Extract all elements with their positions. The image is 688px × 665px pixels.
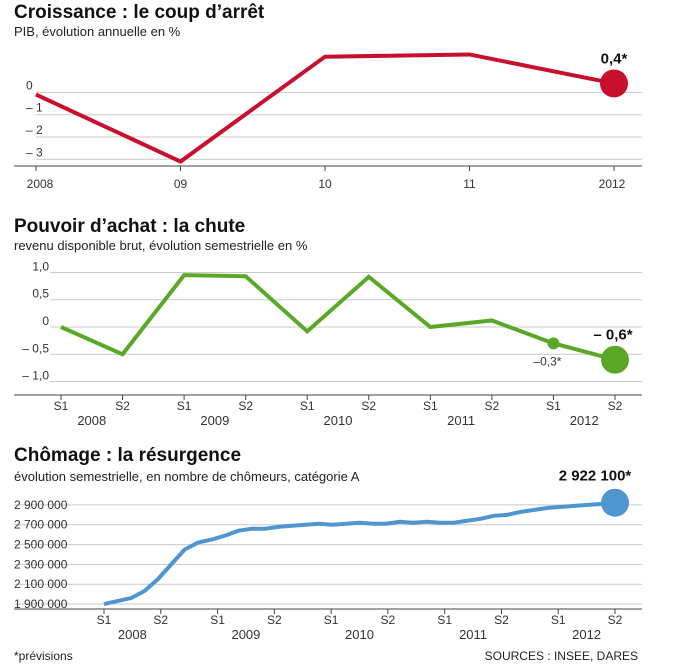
y-tick-label: 2 500 000 bbox=[14, 538, 68, 552]
x-tick-label: 11 bbox=[463, 177, 476, 191]
x-tick-label: S2 bbox=[494, 613, 509, 627]
x-tick-label: S2 bbox=[267, 613, 282, 627]
chart-growth-callout: 0,4* bbox=[601, 50, 628, 67]
x-tick-label: S2 bbox=[608, 399, 623, 413]
y-tick-label: 2 100 000 bbox=[14, 577, 68, 591]
x-tick-label: S2 bbox=[153, 613, 168, 627]
y-tick-label: – 1 bbox=[26, 101, 43, 115]
y-tick-label: – 2 bbox=[26, 123, 43, 137]
y-tick-label: 0 bbox=[26, 78, 33, 92]
y-tick-label: 0,5 bbox=[32, 287, 49, 301]
year-label: 2008 bbox=[77, 413, 106, 428]
chart-unemployment-callout: 2 922 100* bbox=[559, 468, 632, 485]
year-label: 2011 bbox=[447, 413, 475, 428]
y-tick-label: – 1,0 bbox=[22, 369, 49, 383]
y-tick-label: – 3 bbox=[26, 145, 43, 159]
x-tick-label: S1 bbox=[437, 613, 452, 627]
chart-purchasing-power-secondary-callout: –0,3* bbox=[533, 354, 561, 368]
x-tick-label: S1 bbox=[210, 613, 225, 627]
x-tick-label: 2008 bbox=[27, 177, 54, 191]
x-tick-label: S2 bbox=[115, 399, 130, 413]
x-tick-label: S2 bbox=[485, 399, 500, 413]
x-tick-label: S1 bbox=[177, 399, 192, 413]
chart-purchasing-power-title: Pouvoir d’achat : la chute bbox=[14, 216, 245, 237]
year-label: 2009 bbox=[231, 627, 260, 642]
y-tick-label: 1,0 bbox=[32, 259, 49, 273]
chart-purchasing-power-subtitle: revenu disponible brut, évolution semest… bbox=[14, 238, 308, 253]
year-label: 2008 bbox=[118, 627, 147, 642]
end-point-marker bbox=[601, 488, 629, 517]
footnote-sources: SOURCES : INSEE, DARES bbox=[485, 649, 638, 663]
chart-unemployment-subtitle: évolution semestrielle, en nombre de chô… bbox=[14, 469, 360, 484]
y-tick-label: 2 700 000 bbox=[14, 518, 68, 532]
x-tick-label: S1 bbox=[546, 399, 561, 413]
x-tick-label: S2 bbox=[238, 399, 253, 413]
series-line-purchasing-power bbox=[60, 273, 616, 362]
series-line-growth bbox=[35, 52, 615, 164]
x-tick-label: 09 bbox=[174, 177, 188, 191]
x-tick-label: S2 bbox=[361, 399, 376, 413]
footnote-forecast: *prévisions bbox=[14, 649, 73, 663]
chart-growth-title: Croissance : le coup d’arrêt bbox=[14, 2, 265, 23]
chart-growth: Croissance : le coup d’arrêt PIB, évolut… bbox=[14, 2, 642, 191]
x-tick-label: 2012 bbox=[599, 177, 626, 191]
x-tick-label: S2 bbox=[608, 613, 623, 627]
year-label: 2009 bbox=[200, 413, 229, 428]
year-label: 2011 bbox=[459, 627, 487, 642]
x-tick-label: S1 bbox=[423, 399, 438, 413]
series-line-unemployment bbox=[103, 500, 616, 606]
y-tick-label: – 0,5 bbox=[22, 341, 49, 355]
y-tick-label: 2 900 000 bbox=[14, 498, 68, 512]
end-point-marker bbox=[601, 345, 629, 374]
year-label: 2010 bbox=[324, 413, 353, 428]
chart-unemployment-title: Chômage : la résurgence bbox=[14, 445, 241, 466]
x-tick-label: 10 bbox=[318, 177, 332, 191]
chart-purchasing-power-callout: – 0,6* bbox=[593, 327, 632, 344]
year-label: 2012 bbox=[572, 627, 601, 642]
x-tick-label: S1 bbox=[551, 613, 566, 627]
chart-purchasing-power: Pouvoir d’achat : la chute revenu dispon… bbox=[14, 216, 642, 428]
x-tick-label: S1 bbox=[54, 399, 69, 413]
year-label: 2010 bbox=[345, 627, 374, 642]
y-tick-label: 0 bbox=[42, 314, 49, 328]
y-tick-label: 1 900 000 bbox=[14, 597, 68, 611]
x-tick-label: S1 bbox=[97, 613, 112, 627]
chart-growth-subtitle: PIB, évolution annuelle en % bbox=[14, 24, 181, 39]
forecast-point-marker bbox=[547, 337, 560, 350]
x-tick-label: S1 bbox=[324, 613, 339, 627]
y-tick-label: 2 300 000 bbox=[14, 557, 68, 571]
x-tick-label: S1 bbox=[300, 399, 315, 413]
x-tick-label: S2 bbox=[381, 613, 396, 627]
year-label: 2012 bbox=[570, 413, 599, 428]
chart-unemployment: Chômage : la résurgence évolution semest… bbox=[14, 445, 642, 642]
end-point-marker bbox=[600, 69, 628, 98]
